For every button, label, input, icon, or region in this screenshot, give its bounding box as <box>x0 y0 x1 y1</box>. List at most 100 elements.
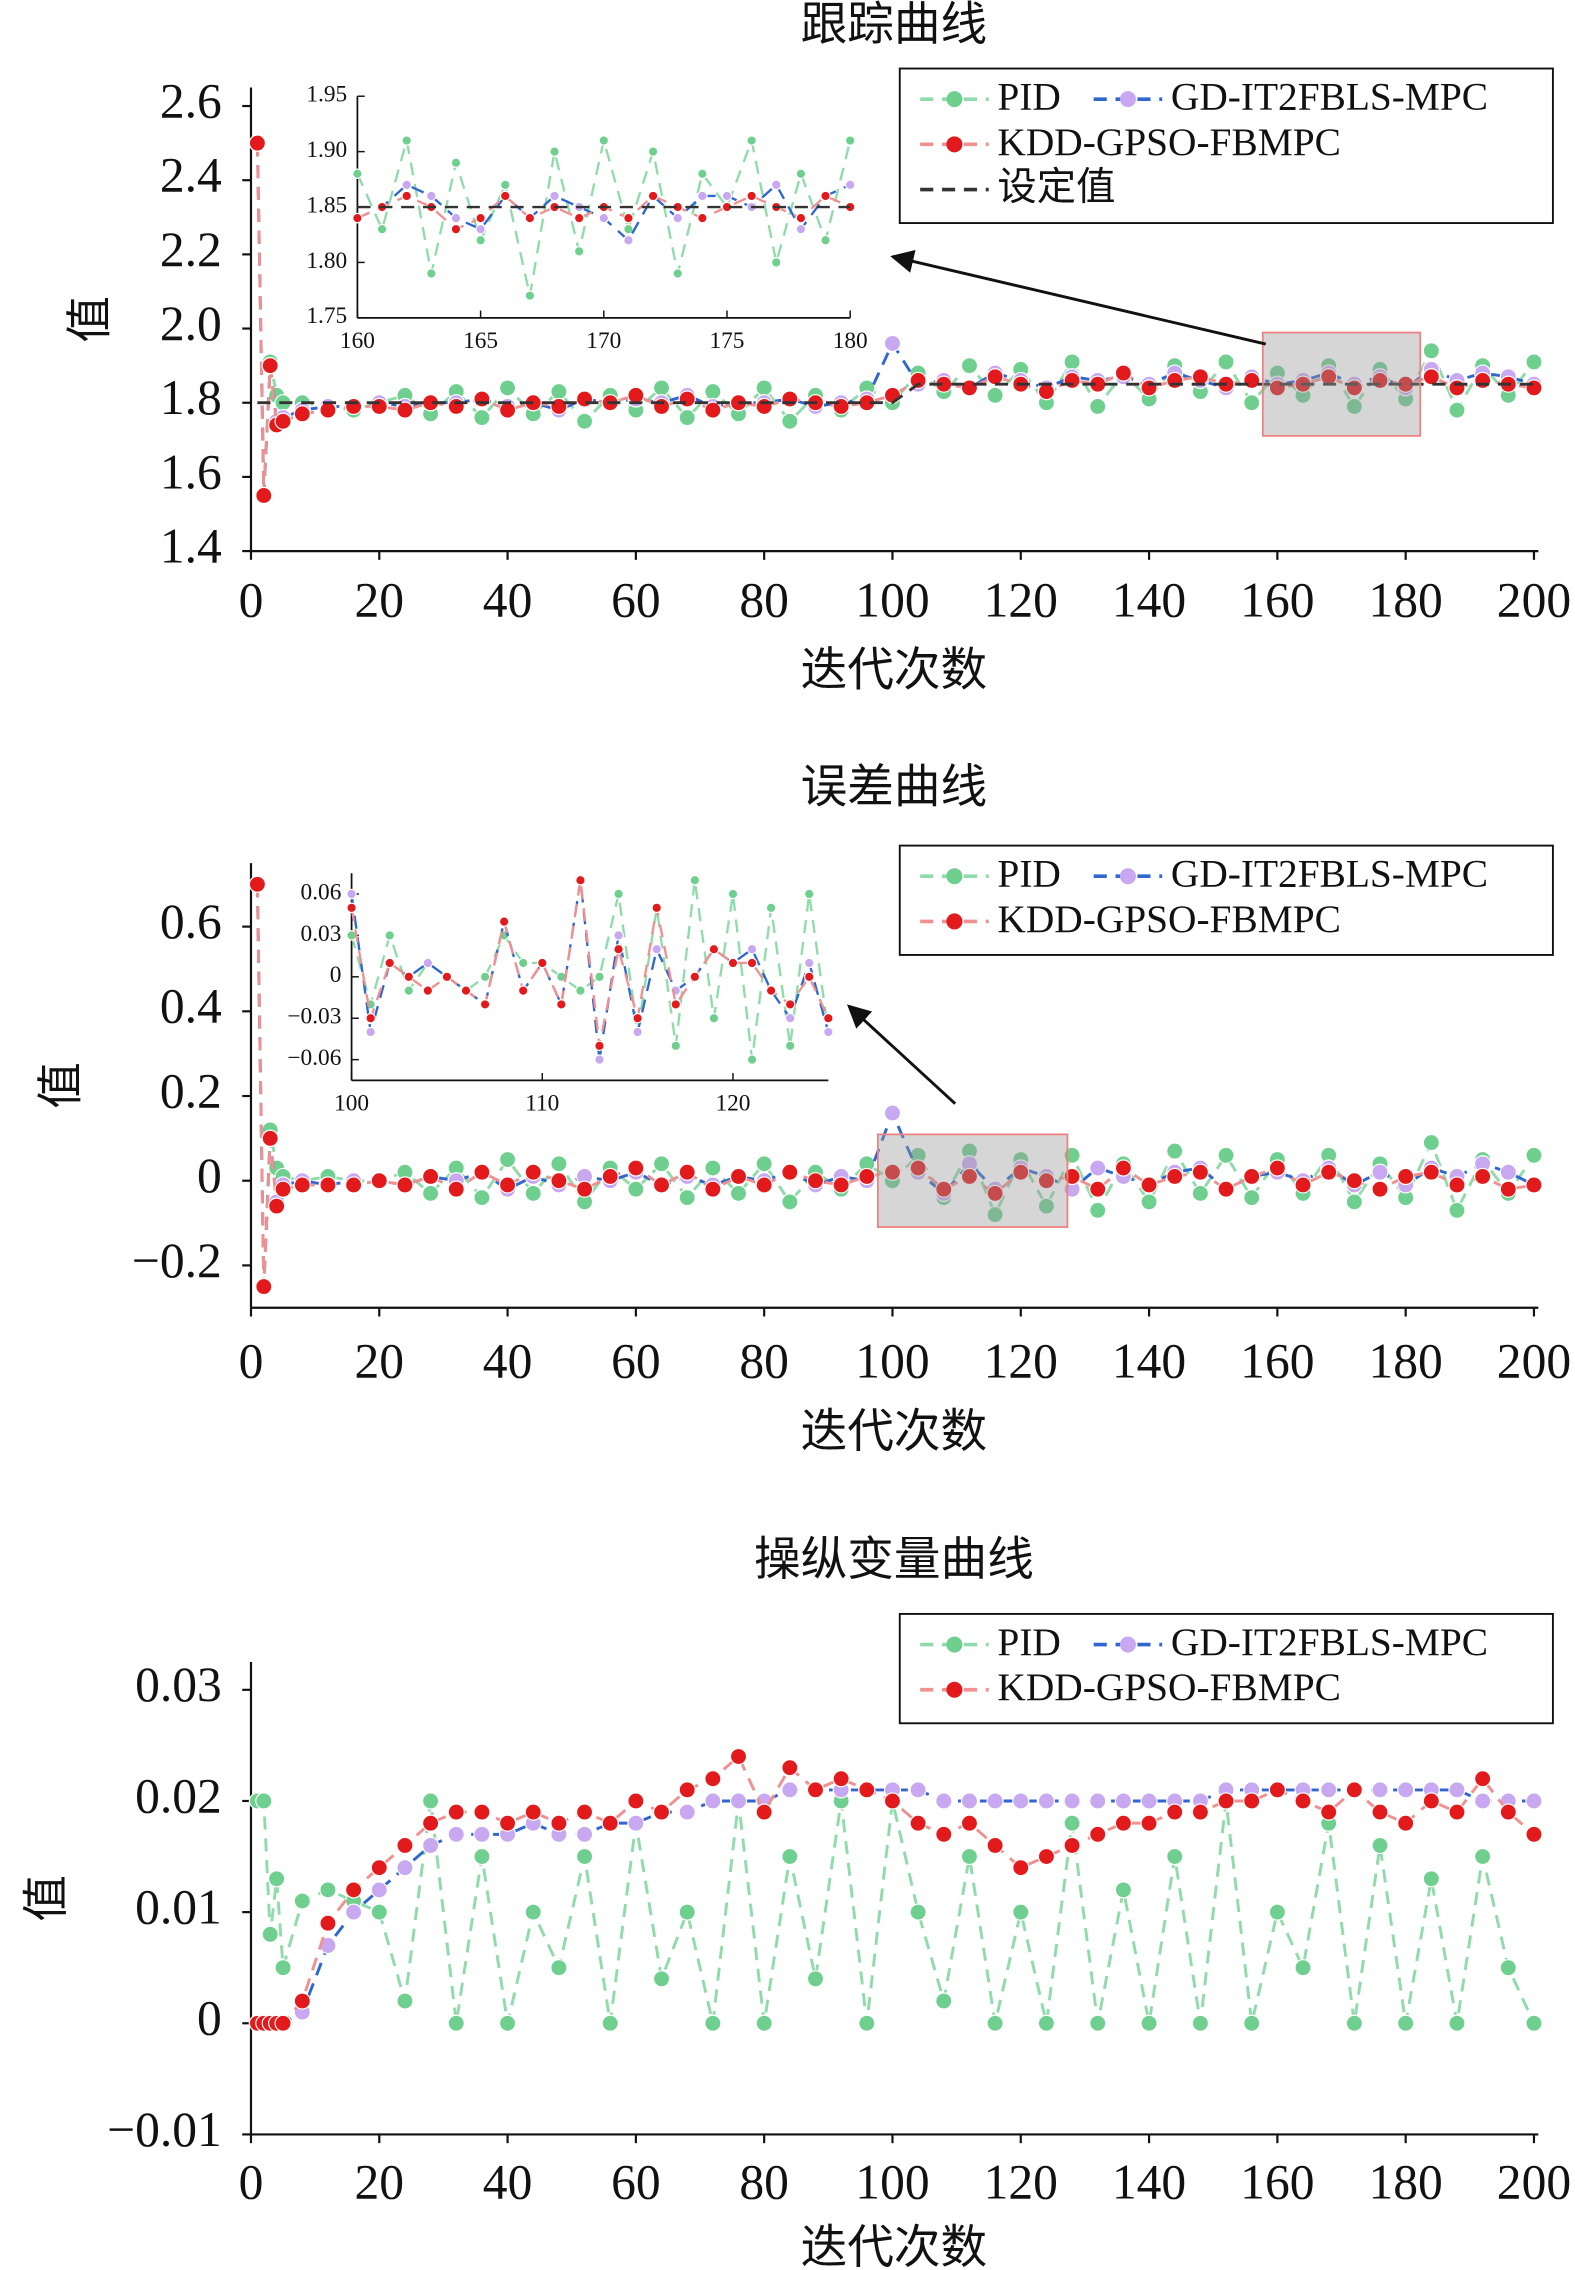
inset-x-tick-label: 110 <box>525 1090 559 1116</box>
series-marker <box>450 223 462 235</box>
series-marker <box>832 1770 850 1788</box>
series-marker <box>1525 1792 1543 1810</box>
series-marker <box>651 902 662 914</box>
series-marker <box>986 2014 1004 2032</box>
series-marker <box>755 1176 773 1194</box>
series-marker <box>844 179 856 191</box>
series-marker <box>1037 1847 1056 1866</box>
inset-y-tick-label: −0.03 <box>287 1004 341 1030</box>
legend-label: GD-IT2FBLS-MPC <box>1171 1620 1488 1664</box>
series-marker <box>986 386 1004 404</box>
series-marker <box>781 1163 799 1181</box>
series-marker <box>960 1847 979 1866</box>
x-tick-label: 160 <box>1240 1333 1314 1388</box>
series-marker <box>1448 1803 1466 1821</box>
series-marker <box>960 1167 979 1186</box>
series-marker <box>293 1176 311 1194</box>
series-marker <box>784 1012 796 1024</box>
x-tick-label: 180 <box>1368 572 1442 627</box>
series-marker <box>1063 371 1081 390</box>
series-marker <box>421 1167 440 1186</box>
series-marker <box>781 1759 799 1777</box>
x-tick-label: 100 <box>855 1333 929 1388</box>
series-marker <box>1397 2014 1415 2032</box>
series-marker <box>651 943 662 955</box>
x-tick-label: 160 <box>1240 2154 1314 2209</box>
series-marker <box>1345 1172 1363 1190</box>
series-marker <box>293 1992 311 2010</box>
series-marker <box>784 999 796 1010</box>
series-marker <box>623 223 634 235</box>
series-marker <box>1448 1201 1466 1219</box>
series-marker <box>1397 1781 1415 1799</box>
series-marker <box>255 486 273 505</box>
series-marker <box>293 405 311 423</box>
legend-marker <box>946 91 963 108</box>
series-marker <box>601 2014 619 2032</box>
series-marker <box>1243 1167 1261 1186</box>
y-tick-label: 2.0 <box>160 296 222 351</box>
legend-marker <box>946 136 963 153</box>
series-marker <box>755 379 773 397</box>
series-marker <box>935 1180 953 1198</box>
y-axis-label: 值 <box>36 1062 88 1109</box>
series-marker <box>403 971 415 983</box>
series-marker <box>524 212 536 224</box>
series-marker <box>1012 1859 1030 1877</box>
series-marker <box>1294 1792 1312 1810</box>
series-marker <box>384 930 395 941</box>
x-tick-label: 80 <box>739 572 789 627</box>
series-marker <box>960 1814 979 1832</box>
y-tick-label: 0.02 <box>135 1768 222 1823</box>
series-marker <box>1294 1176 1312 1194</box>
y-tick-label: 0.2 <box>160 1063 222 1118</box>
series-marker <box>274 1180 292 1198</box>
series-marker <box>746 1054 758 1065</box>
series-marker <box>804 957 815 969</box>
series-marker <box>652 379 671 397</box>
series-marker <box>1191 2014 1209 2032</box>
series-marker <box>550 383 568 401</box>
series-marker <box>498 2014 517 2032</box>
series-marker <box>1089 1792 1107 1810</box>
series-marker <box>594 971 605 983</box>
inset-x-tick-label: 165 <box>463 328 498 354</box>
series-marker <box>575 874 586 886</box>
y-axis-label: 值 <box>65 296 117 343</box>
inset-y-tick-label: 0.03 <box>301 921 342 947</box>
series-marker <box>1140 1792 1158 1810</box>
series-marker <box>1397 1814 1415 1832</box>
series-marker <box>627 386 645 404</box>
series-marker <box>524 1163 542 1181</box>
series-marker <box>1089 1825 1107 1843</box>
x-tick-label: 80 <box>739 2154 789 2209</box>
series-marker <box>647 190 659 202</box>
series-marker <box>883 334 902 352</box>
series-marker <box>346 888 357 900</box>
series-marker <box>401 135 412 146</box>
x-tick-label: 0 <box>239 1333 264 1388</box>
y-tick-label: 1.8 <box>160 370 222 425</box>
series-marker <box>475 223 486 235</box>
series-marker <box>1037 1197 1056 1215</box>
series-marker <box>346 902 357 914</box>
x-axis-label: 迭代次数 <box>801 2222 988 2270</box>
series-marker <box>255 1277 273 1296</box>
series-marker <box>345 1881 363 1899</box>
series-marker <box>473 1803 491 1821</box>
series-marker <box>1037 1792 1056 1810</box>
inset-y-tick-label: −0.06 <box>287 1045 341 1071</box>
series-marker <box>422 957 434 969</box>
x-tick-label: 60 <box>611 572 661 627</box>
x-tick-label: 140 <box>1112 572 1186 627</box>
series-marker <box>396 1176 414 1194</box>
series-marker <box>704 1159 722 1177</box>
series-marker <box>498 1150 517 1169</box>
series-marker <box>403 985 415 996</box>
x-tick-label: 60 <box>611 1333 661 1388</box>
series-marker <box>473 1825 491 1843</box>
series-marker <box>1243 394 1261 412</box>
series-marker <box>1448 401 1466 419</box>
series-marker <box>1114 1792 1133 1810</box>
